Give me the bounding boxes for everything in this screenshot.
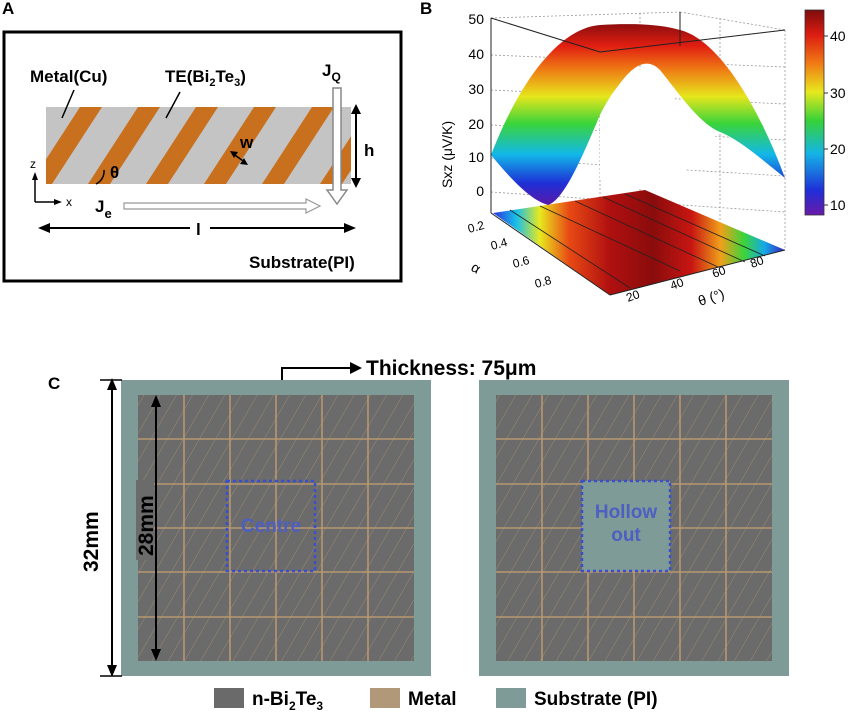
z-label: z: [30, 157, 36, 171]
z-ticks: 50 40 30 20 10 0: [468, 11, 484, 199]
w-arrow-a: [230, 151, 238, 158]
legend-swatch-te: [214, 688, 244, 708]
dim-28-label: 28mm: [135, 495, 158, 556]
thickness-label: Thickness: 75μm: [366, 357, 536, 380]
svg-text:10: 10: [830, 197, 846, 213]
surface-3d: [491, 24, 785, 205]
svg-text:20: 20: [624, 287, 642, 305]
thickness-arrow: [350, 362, 362, 374]
alpha-axis-label: α: [469, 259, 484, 277]
svg-text:0.2: 0.2: [466, 218, 486, 236]
svg-text:40: 40: [468, 46, 484, 62]
centre-box: [225, 479, 317, 573]
panel-c: C Thickness: 75μm Centre: [48, 357, 789, 713]
w-label: w: [239, 133, 254, 152]
z-arrow: [32, 172, 38, 180]
x-label: x: [66, 195, 72, 209]
svg-text:0: 0: [476, 183, 484, 199]
l-arrow-left: [38, 223, 50, 233]
thickness-pointer: [281, 367, 352, 384]
metal-label: Metal(Cu): [30, 67, 107, 86]
legend-label-te: n-Bi2Te3: [252, 689, 323, 713]
legend-swatch-metal: [370, 688, 400, 708]
theta-axis-label: θ (°): [696, 285, 726, 308]
device-hollow: Hollow out: [479, 380, 789, 676]
metal-pointer: [61, 89, 75, 119]
theta-label: θ: [110, 163, 119, 182]
dim-28-label-bg: [136, 480, 154, 560]
svg-text:10: 10: [468, 149, 484, 165]
panel-b: B: [420, 0, 846, 309]
legend-swatch-substrate: [496, 688, 526, 708]
svg-text:30: 30: [830, 85, 846, 101]
l-label-bg: [190, 218, 210, 238]
centre-label: Centre: [241, 516, 301, 537]
colorbar-labels: 40 30 20 10: [830, 28, 846, 213]
substrate-label: Substrate(PI): [249, 253, 355, 272]
panel-a: A Metal(Cu) TE(Bi2Te3) JQ h: [2, 0, 403, 283]
legend-label-substrate: Substrate (PI): [534, 689, 658, 710]
theta-ticks: 20 40 60 80: [624, 253, 766, 305]
svg-text:50: 50: [468, 11, 484, 27]
colorbar: [804, 9, 825, 216]
colorbar-ticks: [824, 35, 828, 206]
w-arrow-b: [240, 158, 248, 165]
panel-a-label: A: [2, 0, 14, 18]
hollow-box: [580, 479, 672, 573]
h-arrow-up: [351, 104, 361, 114]
svg-text:40: 40: [668, 275, 686, 293]
svg-text:20: 20: [830, 141, 846, 157]
front-box: [490, 12, 786, 296]
h-arrow-down: [351, 178, 361, 188]
je-label: Je: [95, 197, 112, 221]
hollow-label-2: out: [611, 525, 641, 546]
l-arrow-right: [344, 223, 356, 233]
l-label: l: [196, 220, 201, 239]
dim-32-arrow-top: [107, 378, 117, 390]
h-label: h: [364, 141, 374, 160]
svg-text:80: 80: [748, 253, 766, 271]
device-centre: Centre: [121, 380, 431, 676]
svg-text:0.8: 0.8: [533, 273, 553, 291]
surface-gap: [600, 68, 720, 188]
dim-28-arrow-bottom: [151, 649, 161, 661]
legend-label-metal: Metal: [408, 689, 457, 710]
svg-text:40: 40: [830, 28, 846, 44]
svg-text:0.6: 0.6: [511, 253, 531, 271]
panel-b-label: B: [420, 0, 432, 18]
jq-label: JQ: [322, 61, 341, 84]
svg-text:30: 30: [468, 81, 484, 97]
svg-text:20: 20: [468, 116, 484, 132]
z-axis-label: Sxz (μV/K): [439, 121, 455, 188]
legend: n-Bi2Te3 Metal Substrate (PI): [214, 688, 658, 713]
metal-grid-left: [138, 395, 414, 661]
hollow-label-1: Hollow: [595, 502, 657, 523]
svg-text:60: 60: [710, 263, 728, 281]
jq-arrow: [325, 87, 349, 206]
dim-32-arrow-bottom: [107, 665, 117, 677]
theta-arc: [95, 169, 105, 185]
te-label: TE(Bi2Te3): [165, 67, 246, 89]
alpha-ticks: 0.2 0.4 0.6 0.8: [466, 218, 553, 291]
je-arrow: [123, 198, 322, 214]
x-arrow: [54, 199, 62, 205]
te-pointer: [165, 91, 181, 119]
dim-32-label: 32mm: [80, 511, 103, 572]
panel-c-label: C: [48, 374, 60, 393]
dim-28-arrow-top: [151, 395, 161, 407]
svg-text:0.4: 0.4: [489, 235, 509, 253]
floor-contour-lines: [509, 193, 766, 289]
